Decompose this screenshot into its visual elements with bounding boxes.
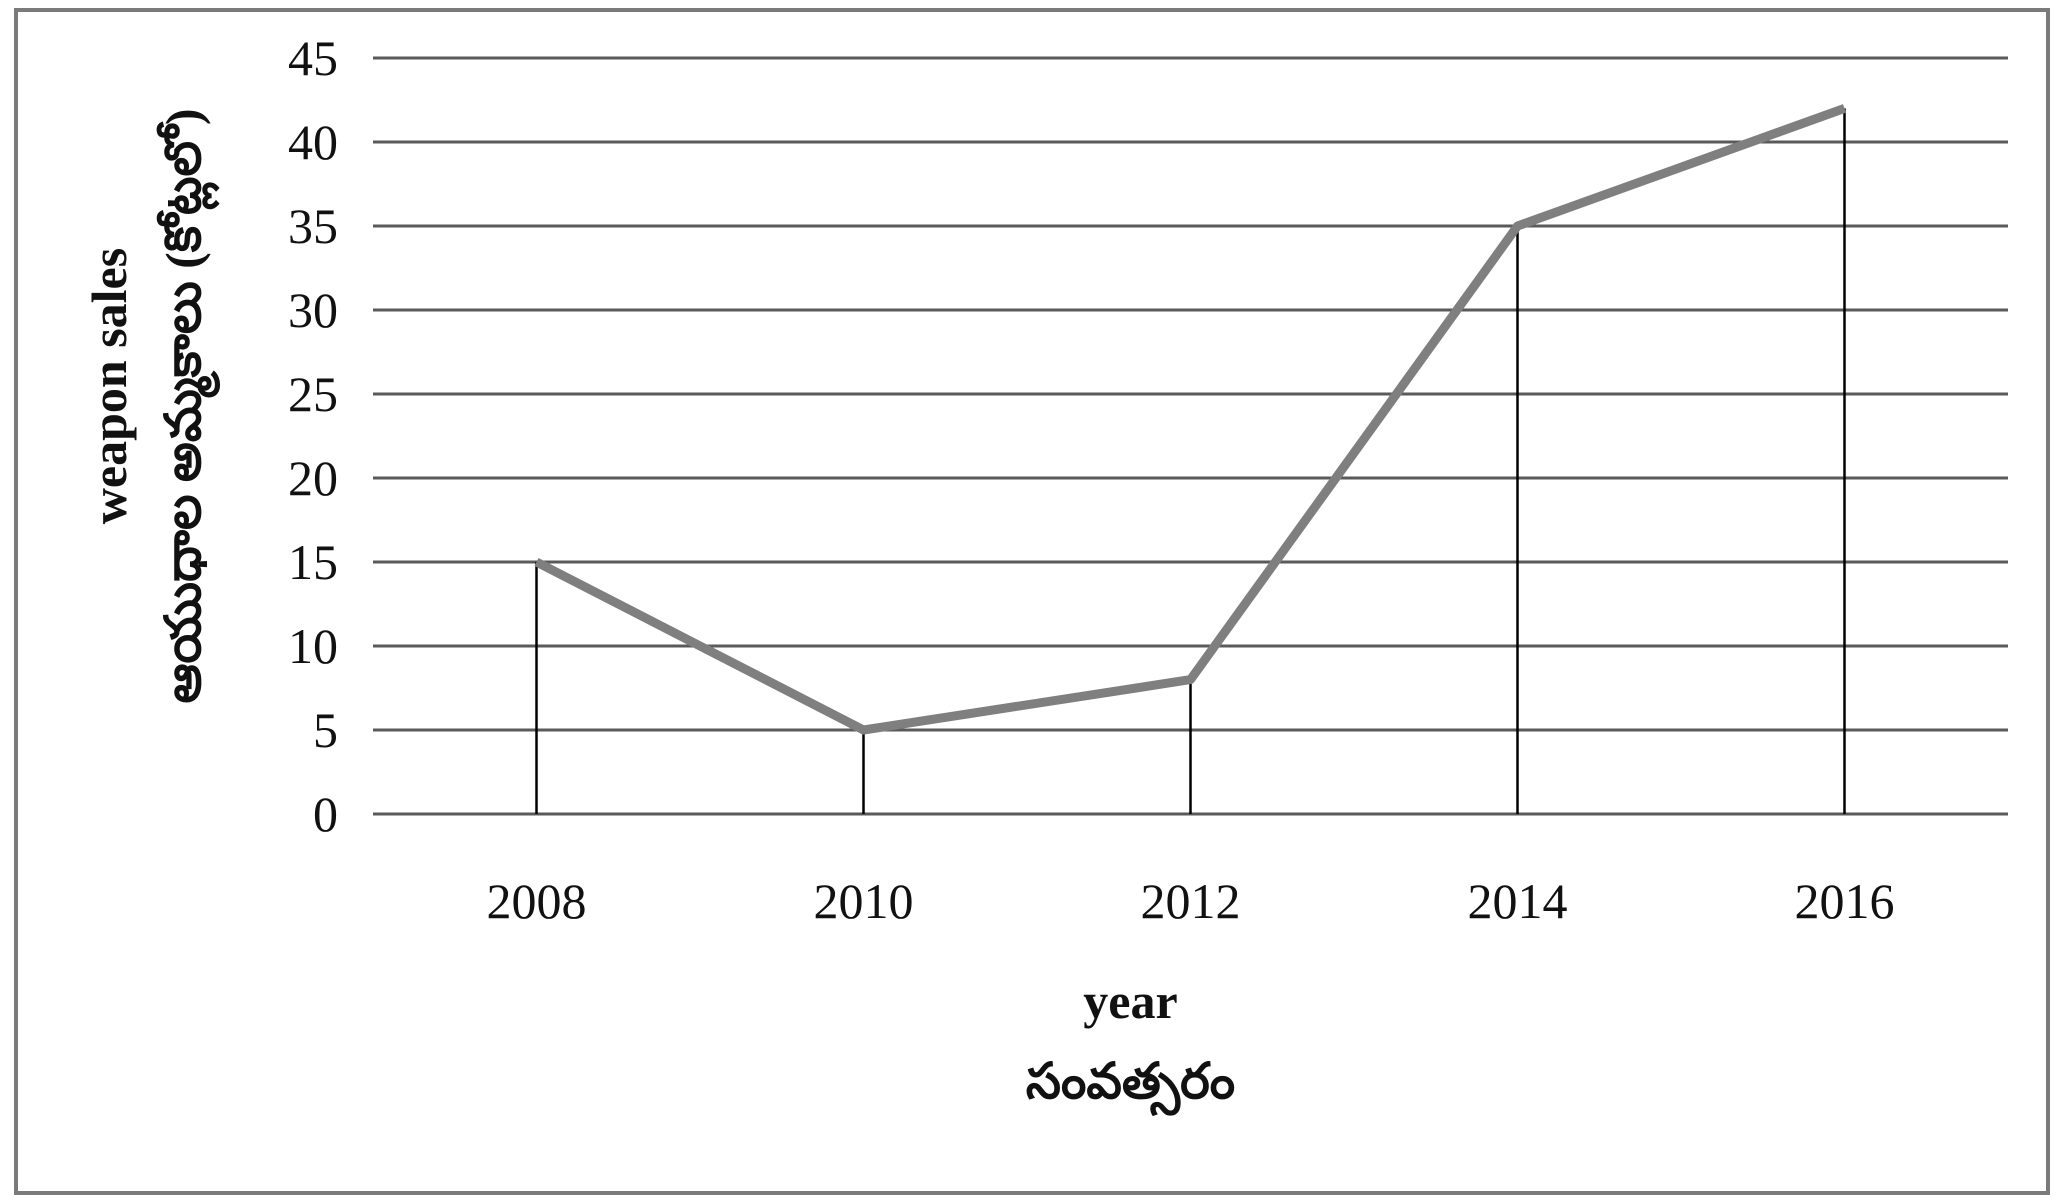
y-tick-label: 45 — [288, 30, 338, 86]
series-line — [534, 104, 1847, 735]
y-tick-label: 30 — [288, 282, 338, 338]
y-tick-label: 40 — [288, 114, 338, 170]
x-tick-label: 2012 — [1141, 873, 1241, 929]
x-tick-label: 2016 — [1795, 873, 1895, 929]
x-axis-title-line-1: year — [1083, 973, 1177, 1029]
grid-lines — [373, 56, 2008, 816]
y-tick-labels: 0 5 10 15 20 25 30 35 40 45 — [288, 30, 338, 842]
x-axis-title-line-2: సంవత్సరం — [1026, 1053, 1235, 1117]
x-tick-label: 2008 — [487, 873, 587, 929]
y-axis-title-line-1: weapon sales — [81, 248, 137, 524]
y-tick-label: 25 — [288, 366, 338, 422]
x-tick-label: 2010 — [814, 873, 914, 929]
y-tick-label: 0 — [313, 786, 338, 842]
y-tick-label: 15 — [288, 534, 338, 590]
y-axis-title-line-2: ఆయుధాల అమ్మకాలు (కోట్లలో) — [155, 108, 221, 703]
y-tick-label: 35 — [288, 198, 338, 254]
chart-frame — [14, 8, 2050, 1195]
y-tick-label: 10 — [288, 618, 338, 674]
drop-lines — [535, 108, 1846, 814]
x-tick-label: 2014 — [1468, 873, 1568, 929]
y-tick-label: 20 — [288, 450, 338, 506]
y-tick-label: 5 — [313, 702, 338, 758]
x-tick-labels: 2008 2010 2012 2014 2016 — [487, 873, 1895, 929]
